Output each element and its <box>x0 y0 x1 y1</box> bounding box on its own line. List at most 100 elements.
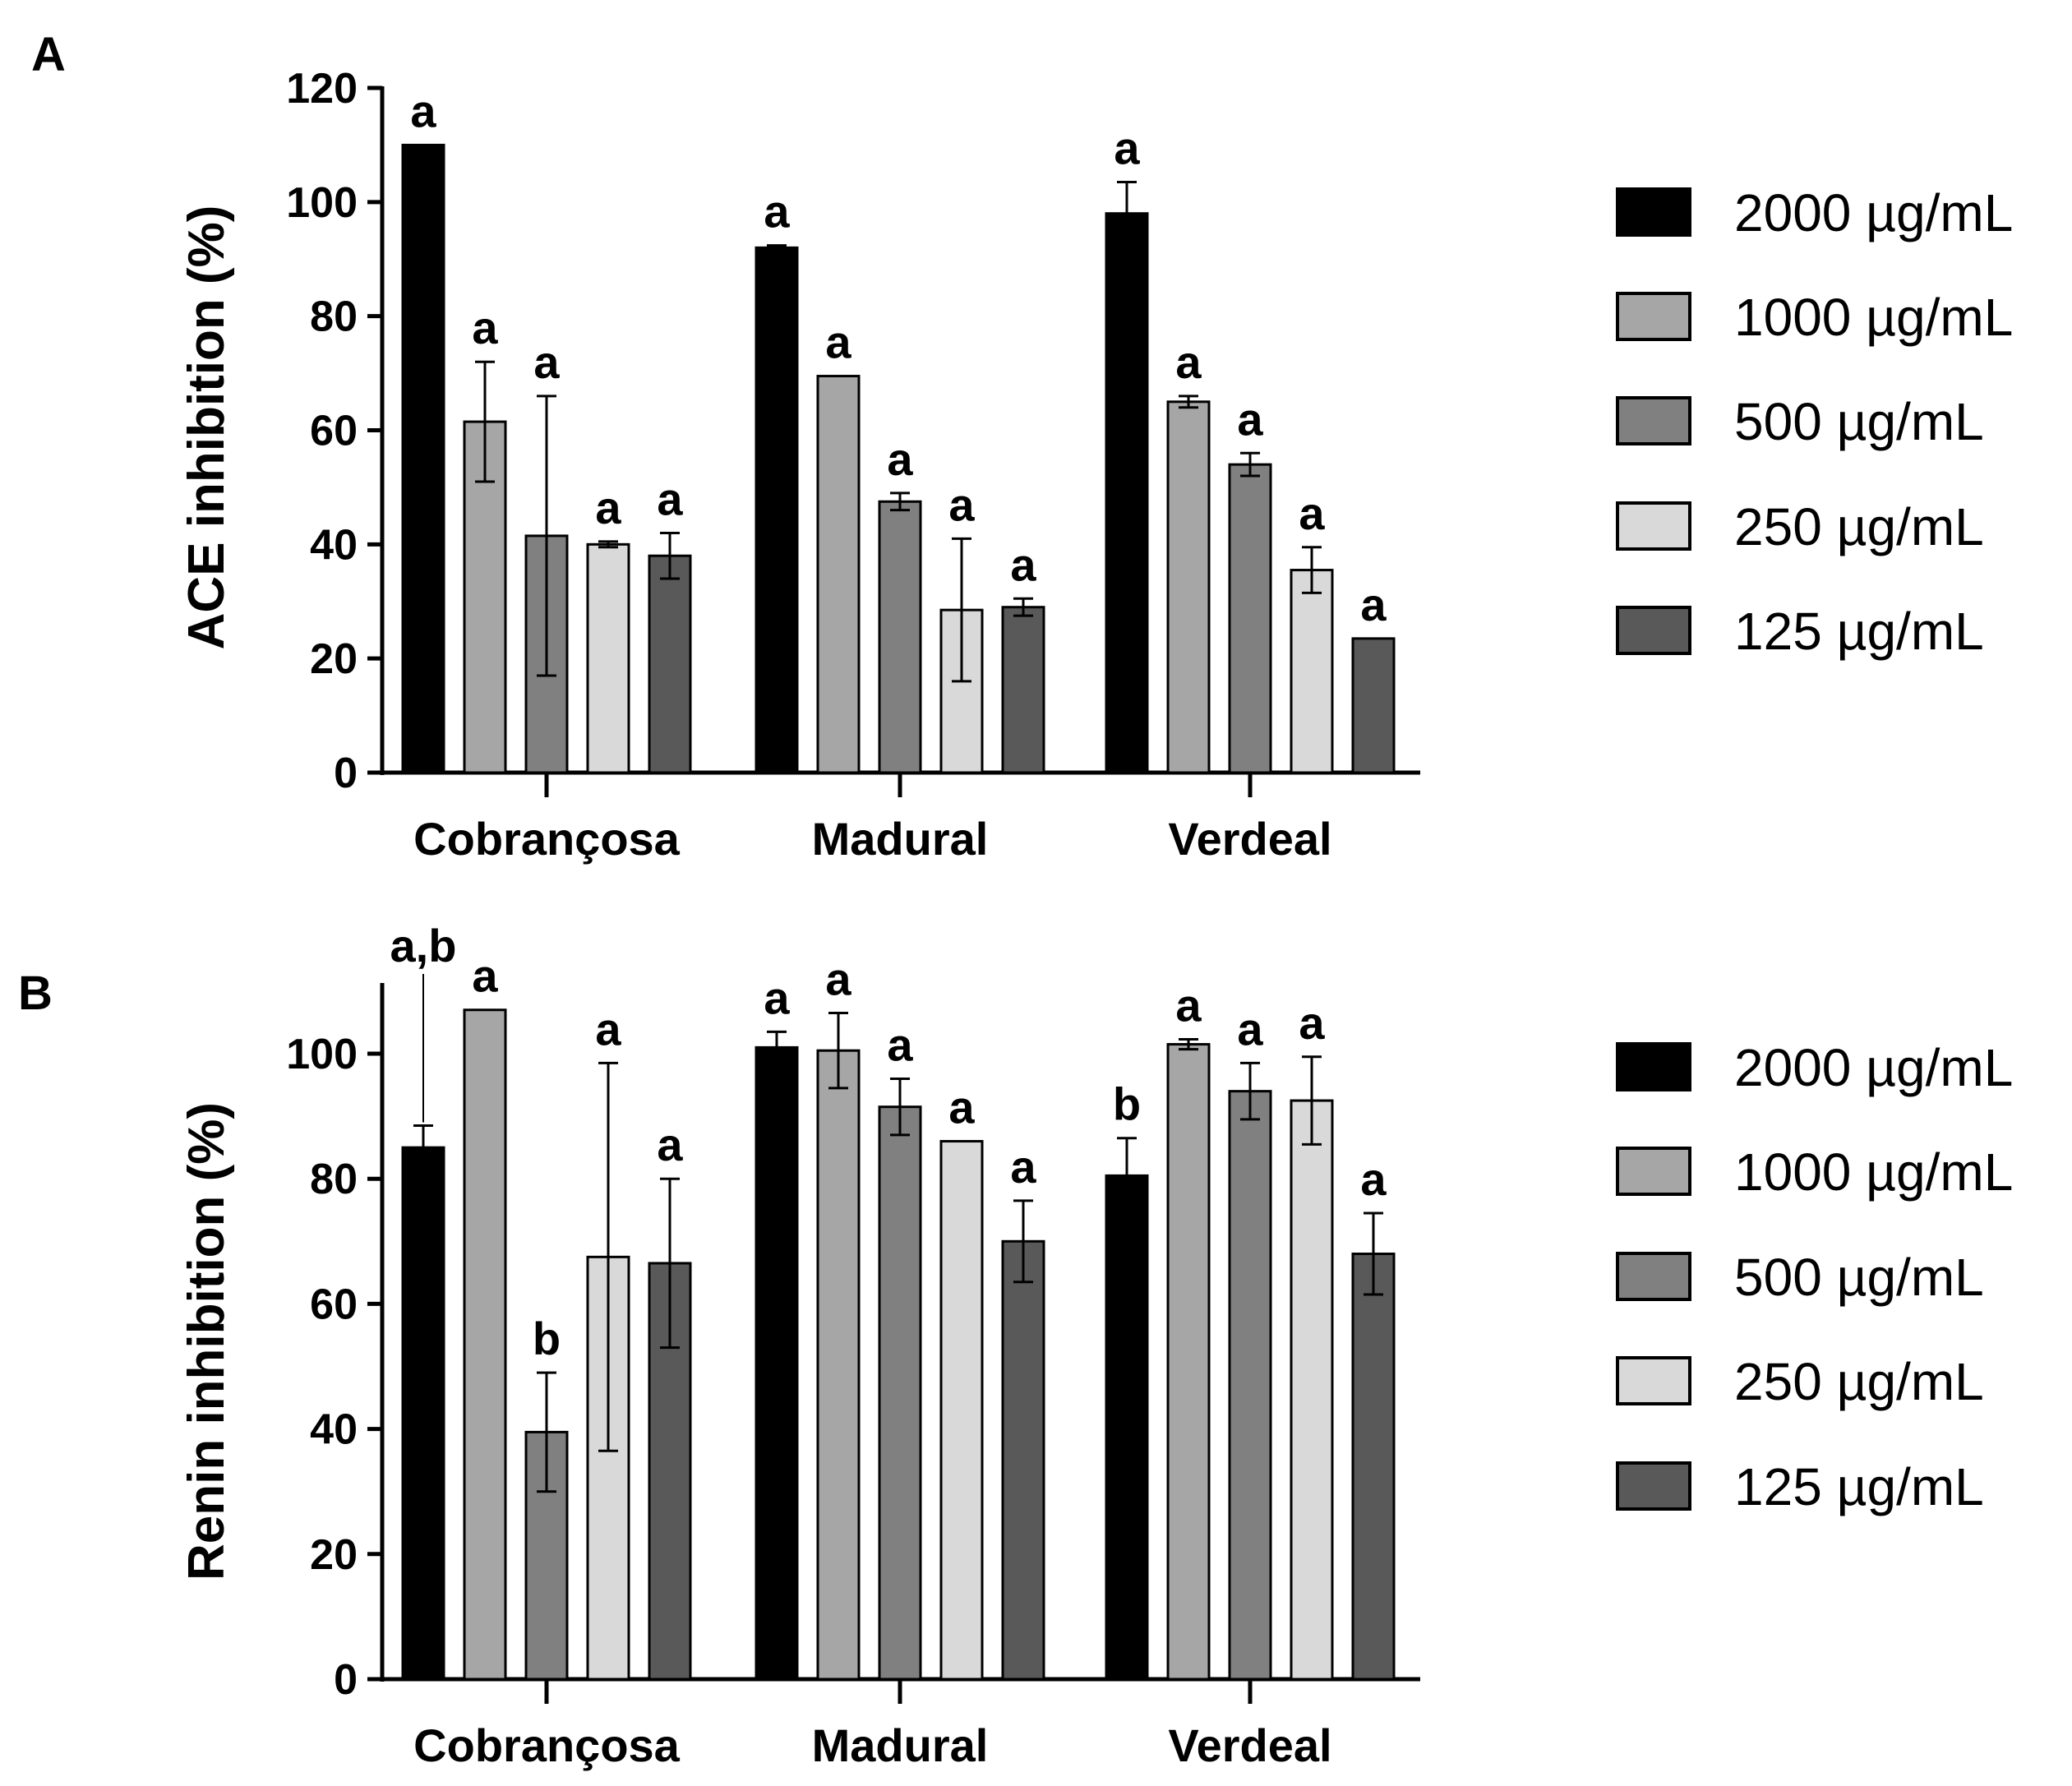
y-tick-label: 40 <box>310 1406 358 1454</box>
bar <box>401 143 445 774</box>
significance-label: a <box>533 336 560 388</box>
bar <box>401 1146 445 1681</box>
significance-label: a <box>887 433 913 485</box>
bar <box>878 500 922 774</box>
x-category-label: Verdeal <box>1168 813 1331 865</box>
y-axis-title: Renin inhibition (%) <box>178 1102 235 1581</box>
legend-label: 2000 µg/mL <box>1734 1038 2013 1097</box>
legend-swatch <box>1616 1461 1691 1511</box>
bar <box>816 375 861 774</box>
significance-label: a <box>1299 487 1325 539</box>
legend-swatch <box>1616 501 1691 551</box>
y-tick-label: 20 <box>310 635 358 683</box>
bar <box>463 1008 507 1681</box>
y-tick-label: 0 <box>334 1656 358 1704</box>
legend-swatch <box>1616 187 1691 237</box>
significance-label: a <box>825 316 851 368</box>
y-tick-label: 40 <box>310 521 358 569</box>
y-tick-label: 80 <box>310 293 358 341</box>
bar <box>878 1105 922 1681</box>
bar <box>1001 606 1045 774</box>
bar <box>939 1140 984 1681</box>
significance-label: a <box>595 1003 621 1055</box>
x-category-label: Madural <box>812 1719 989 1771</box>
bar <box>1166 1043 1211 1681</box>
significance-label: b <box>1113 1078 1141 1130</box>
panel-a: A ACE inhibition (%) 0 20 40 60 80 100 120 Cobr… <box>31 28 2013 865</box>
bar <box>1351 637 1396 774</box>
legend-label: 1000 µg/mL <box>1734 288 2013 347</box>
bar <box>1001 1239 1045 1681</box>
y-tick-label: 100 <box>286 179 358 227</box>
significance-label: a <box>472 950 498 1002</box>
significance-label: a <box>1237 1003 1263 1055</box>
legend-swatch <box>1616 1252 1691 1301</box>
legend-label: 500 µg/mL <box>1734 1248 1984 1307</box>
significance-label: a <box>1114 122 1140 174</box>
y-tick-label: 0 <box>334 750 358 797</box>
y-tick-label: 100 <box>286 1031 358 1078</box>
y-tick-label: 20 <box>310 1531 358 1579</box>
legend: 2000 µg/mL 1000 µg/mL 500 µg/mL 250 µg/mL 12… <box>1616 1038 2013 1516</box>
bar <box>1228 1090 1272 1681</box>
bar <box>1105 212 1149 774</box>
significance-label: a <box>1360 579 1387 630</box>
panel-b: B Renin inhibition (%) 0 20 40 60 80 100 Cobra… <box>18 920 2013 1771</box>
bar <box>1290 1099 1334 1681</box>
significance-label: a <box>1175 979 1202 1031</box>
significance-label: a,b <box>390 920 457 971</box>
bar <box>1105 1174 1149 1681</box>
significance-label: a <box>595 482 621 533</box>
bar <box>1166 400 1211 774</box>
significance-label: a <box>1237 393 1263 445</box>
significance-label: b <box>533 1313 561 1364</box>
y-axis-title: ACE inhibition (%) <box>178 205 235 650</box>
x-category-label: Cobrançosa <box>413 813 680 865</box>
significance-label: a <box>764 971 790 1023</box>
legend-swatch <box>1616 1042 1691 1091</box>
significance-label: a <box>1010 538 1036 590</box>
significance-label: a <box>657 473 683 524</box>
bar <box>1351 1253 1396 1681</box>
legend-label: 1000 µg/mL <box>1734 1142 2013 1202</box>
bar <box>816 1049 861 1681</box>
legend-label: 500 µg/mL <box>1734 392 1984 451</box>
bar <box>755 1045 799 1681</box>
x-category-label: Verdeal <box>1168 1719 1331 1771</box>
significance-label: a <box>1299 997 1325 1049</box>
x-category-label: Cobrançosa <box>413 1719 680 1771</box>
significance-label: a <box>410 85 436 136</box>
y-tick-label: 120 <box>286 65 358 113</box>
x-category-label: Madural <box>812 813 989 865</box>
legend-swatch <box>1616 1147 1691 1196</box>
bar <box>648 554 692 774</box>
legend-label: 125 µg/mL <box>1734 1457 1984 1516</box>
significance-label: a <box>1360 1153 1387 1205</box>
significance-label: a <box>1175 336 1202 388</box>
legend-swatch <box>1616 606 1691 655</box>
bar <box>755 246 799 774</box>
significance-label: a <box>764 186 790 238</box>
bar <box>586 542 630 774</box>
significance-label: a <box>1010 1141 1036 1193</box>
significance-label: a <box>948 1082 975 1133</box>
panel-letter: A <box>31 28 66 81</box>
legend-label: 250 µg/mL <box>1734 1352 1984 1411</box>
y-tick-label: 60 <box>310 1281 358 1328</box>
significance-label: a <box>472 302 498 353</box>
y-tick-label: 60 <box>310 408 358 455</box>
bar <box>1228 463 1272 774</box>
significance-label: a <box>825 953 851 1005</box>
legend-swatch <box>1616 292 1691 341</box>
legend-label: 250 µg/mL <box>1734 497 1984 556</box>
legend-label: 125 µg/mL <box>1734 602 1984 661</box>
significance-label: a <box>887 1018 913 1070</box>
significance-label: a <box>657 1119 683 1170</box>
legend-swatch <box>1616 1356 1691 1405</box>
legend: 2000 µg/mL 1000 µg/mL 500 µg/mL 250 µg/mL 12… <box>1616 183 2013 661</box>
significance-label: a <box>948 478 975 530</box>
y-tick-label: 80 <box>310 1156 358 1203</box>
panel-letter: B <box>18 967 53 1020</box>
